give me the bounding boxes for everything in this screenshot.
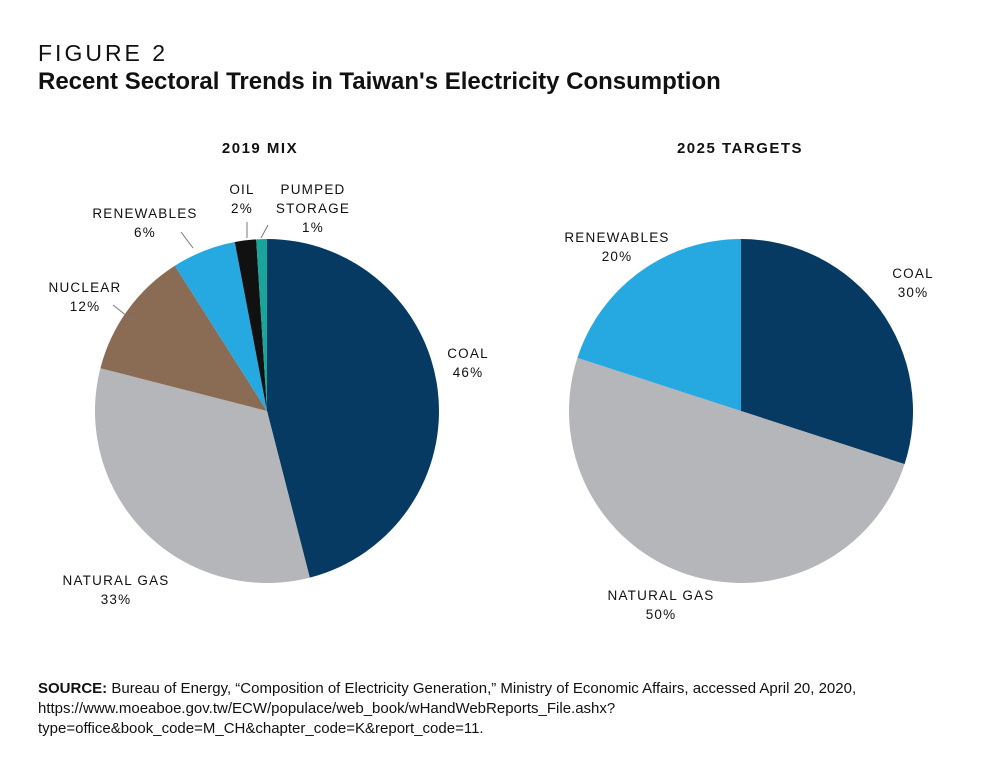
slice-renewables [174,242,267,411]
slice-label-natural-gas: NATURAL GAS 33% [63,573,170,607]
pie-2019-title: 2019 MIX [221,140,299,157]
pie-2025-title: 2025 TARGETS [676,140,804,157]
pie-2025: COAL 30% NATURAL GAS 50% RENEWABLES 20% [564,230,934,622]
slice-label-pumped-storage: PUMPED STORAGE 1% [276,182,350,235]
slice-coal [267,239,440,578]
slice-nuclear [100,265,268,411]
slice-natural-gas [569,357,905,584]
figure-title: Recent Sectoral Trends in Taiwan's Elect… [38,68,721,95]
leader-line-nuclear [112,304,133,321]
figure-label: FIGURE 2 [38,40,169,66]
slice-label-coal: COAL 46% [447,346,489,380]
slice-label-natural-gas: NATURAL GAS 50% [608,588,715,622]
slice-natural-gas [95,368,310,583]
slice-label-coal: COAL 30% [892,266,934,300]
pie-charts: COAL 46% NATURAL GAS 33% NUCLEAR 12% RENEWABLE… [49,182,934,622]
slice-renewables [577,239,741,411]
source-note: SOURCE: Bureau of Energy, “Composition o… [38,679,968,739]
slice-label-renewables: RENEWABLES 20% [564,230,669,264]
source-text: Bureau of Energy, “Composition of Electr… [38,680,857,737]
leader-line-pumped-storage [260,224,269,239]
slice-pumped-storage [256,239,267,411]
slice-oil [234,239,267,411]
slice-coal [741,239,913,465]
slice-label-oil: OIL 2% [229,182,254,216]
leader-line-renewables [180,231,194,249]
pie-2019: COAL 46% NATURAL GAS 33% NUCLEAR 12% RENEWABLE… [49,182,489,607]
slice-label-nuclear: NUCLEAR 12% [49,280,122,314]
slice-label-renewables: RENEWABLES 6% [92,206,197,240]
source-label: SOURCE: [38,680,108,697]
